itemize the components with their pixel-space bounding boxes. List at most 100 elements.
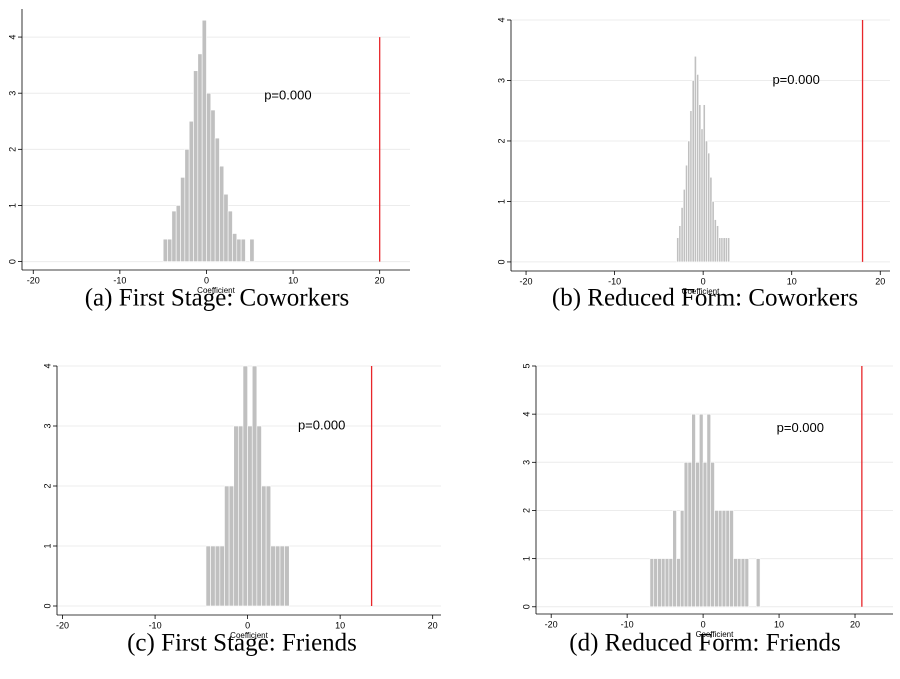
bar [689,110,693,263]
x-tick-label: 0 [204,275,209,285]
caption: (a) First Stage: Coworkers [85,285,350,312]
bar [709,176,713,263]
bar [711,201,715,263]
bar [725,510,730,608]
bar [698,104,702,263]
bar [214,137,220,262]
caption: (c) First Stage: Friends [127,630,357,657]
bar [695,462,700,608]
caption: (b) Reduced Form: Coworkers [552,285,858,312]
x-axis-label: Coefficient [696,630,734,639]
bar [740,558,746,608]
y-tick-label: 2 [7,147,17,152]
bar [171,210,177,262]
x-tick-label: -20 [27,275,40,285]
bar [724,237,728,263]
x-tick-label: 20 [850,619,860,629]
bar [256,425,262,607]
bar [188,120,194,262]
y-tick-label: 1 [496,199,506,204]
bar [205,545,211,607]
bar [210,545,216,607]
x-axis-label: Coefficient [197,286,235,295]
x-tick-label: 0 [701,276,706,286]
bar [661,558,666,608]
bar [700,128,704,263]
bar [279,545,285,607]
bar [702,104,706,263]
bar [193,70,199,262]
bar [249,238,255,262]
y-tick-label: 4 [7,35,17,40]
bar [228,485,235,607]
bar [687,140,691,263]
bar [649,558,655,608]
x-tick-label: -10 [608,276,621,286]
y-tick-label: 3 [42,423,52,428]
y-tick-label: 3 [496,78,506,83]
bar [214,545,221,607]
bar [716,225,719,263]
x-tick-label: 0 [245,620,250,630]
bar [691,80,695,263]
bar [227,210,233,262]
bar [242,365,248,607]
bar [706,413,712,608]
bar [733,558,738,608]
bar [713,219,717,263]
y-tick-label: 2 [521,508,531,513]
bar [238,425,244,607]
bar [261,485,267,607]
annotation: p=0.000 [298,417,345,432]
bar [722,237,726,263]
x-tick-label: 10 [774,619,784,629]
bar [664,558,670,608]
bar [275,545,281,607]
x-tick-label: -20 [56,620,69,630]
bar [657,558,662,608]
x-tick-label: -20 [545,619,558,629]
bar [201,19,207,262]
bar [718,237,722,263]
y-tick-label: 3 [7,91,17,96]
annotation: p=0.000 [777,420,824,435]
bar [680,510,685,608]
bar [284,545,290,607]
bar [247,425,253,607]
bar [702,462,708,608]
bar [736,558,742,608]
bar [705,140,708,263]
bar [236,238,242,262]
caption: (d) Reduced Form: Friends [569,630,840,657]
bar [714,510,719,608]
x-tick-label: 10 [787,276,797,286]
x-tick-label: 20 [875,276,885,286]
x-axis-label: Coefficient [682,287,720,296]
bar [162,238,168,262]
bar [678,225,682,263]
bar [721,510,727,608]
bar [197,53,203,262]
bar [717,510,723,608]
x-tick-label: -10 [113,275,126,285]
bar [727,237,731,263]
annotation: p=0.000 [264,87,311,102]
bar [699,413,704,608]
bar [683,462,689,608]
bar [219,545,225,607]
bar [710,462,715,608]
x-tick-label: -20 [520,276,533,286]
bar [184,149,190,262]
bar [696,74,700,263]
bar [224,485,230,607]
bar [744,558,749,608]
y-tick-label: 4 [496,17,506,22]
bar [251,365,258,607]
bar [240,238,246,262]
bar [672,510,677,608]
x-tick-label: -10 [621,619,634,629]
bar [206,92,212,262]
bar [720,237,724,263]
x-tick-label: 10 [335,620,345,630]
